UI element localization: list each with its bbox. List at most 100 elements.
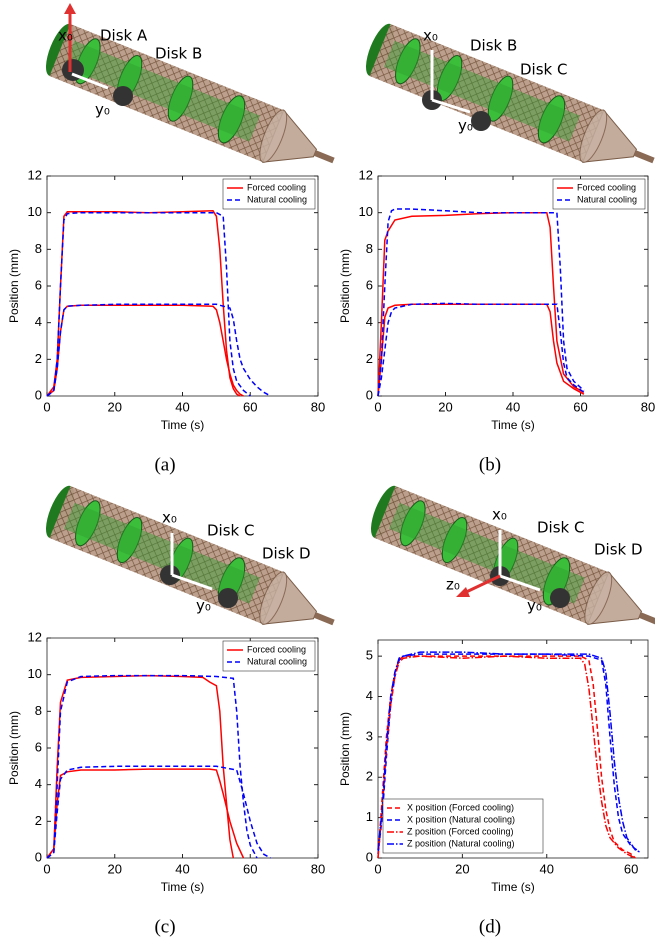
- series-line: [377, 651, 640, 853]
- legend-box: [222, 178, 316, 210]
- x-tick-label: 20: [108, 399, 122, 414]
- annotation: x₀: [423, 27, 438, 45]
- legend: Forced cooling Natural cooling: [222, 178, 316, 210]
- x-tick-label: 0: [374, 399, 381, 414]
- y-tick-label: 4: [35, 314, 42, 329]
- annotation: Disk B: [470, 37, 517, 55]
- x-tick-label: 40: [175, 861, 189, 876]
- chart: 0 20 40 60 80 0 2 4 6 8 10 12 Time (s) Position (mm) F…: [7, 167, 325, 475]
- y-tick-label: 4: [366, 688, 373, 703]
- annotation: z₀: [446, 576, 460, 594]
- legend-label: Forced cooling: [577, 182, 636, 192]
- sensor: [218, 588, 238, 608]
- sensor: [113, 86, 133, 106]
- y-axis-label: Position (mm): [7, 711, 21, 785]
- chart: 0 20 40 60 80 0 2 4 6 8 10 12 Time (s) Position (mm) F…: [338, 167, 655, 475]
- annotation: Disk C: [520, 61, 567, 79]
- device-c: [39, 481, 345, 649]
- annotation: x₀: [492, 506, 507, 524]
- caption: (c): [154, 916, 175, 937]
- y-tick-label: 8: [35, 703, 42, 718]
- x-tick-label: 40: [506, 399, 520, 414]
- series-line: [377, 208, 585, 397]
- legend-box: [552, 178, 646, 210]
- annotation: y₀: [196, 597, 211, 615]
- legend: X position (Forced cooling) X position (N…: [382, 798, 544, 854]
- y-tick-label: 2: [366, 351, 373, 366]
- annotation: x₀: [162, 509, 177, 527]
- y-tick-label: 6: [35, 739, 42, 754]
- y-axis-label: Position (mm): [7, 249, 21, 323]
- x-tick-label: 80: [311, 861, 325, 876]
- chart: 0 20 40 60 80 0 2 4 6 8 10 12 Time (s) Position (mm) F…: [7, 629, 325, 937]
- y-tick-label: 2: [35, 351, 42, 366]
- y-tick-label: 12: [28, 167, 42, 182]
- y-tick-label: 6: [366, 277, 373, 292]
- legend-label: Forced cooling: [247, 182, 306, 192]
- y-tick-label: 10: [359, 204, 373, 219]
- series-line: [46, 211, 251, 397]
- x-tick-label: 80: [311, 399, 325, 414]
- y-tick-label: 4: [366, 314, 373, 329]
- y-tick-label: 0: [35, 387, 42, 402]
- x-tick-label: 40: [540, 861, 554, 876]
- legend-label: Natural cooling: [247, 194, 307, 204]
- x-tick-label: 80: [641, 399, 655, 414]
- series-line: [377, 655, 636, 859]
- caption: (a): [154, 454, 175, 475]
- x-axis-label: Time (s): [491, 418, 535, 432]
- y-tick-label: 3: [366, 728, 373, 743]
- device-d: [364, 481, 655, 649]
- series-line: [46, 304, 244, 397]
- x-tick-label: 20: [438, 399, 452, 414]
- sensor: [471, 111, 491, 131]
- y-tick-label: 4: [35, 776, 42, 791]
- series-line: [46, 674, 258, 859]
- annotation: y₀: [95, 101, 110, 119]
- legend-box: [222, 640, 316, 672]
- arrows: [64, 3, 541, 597]
- sensor: [550, 588, 570, 608]
- legend: Forced cooling Natural cooling: [552, 178, 646, 210]
- annotation: Disk C: [207, 522, 254, 540]
- x-tick-label: 20: [108, 861, 122, 876]
- legend-label: Z position (Forced cooling): [407, 826, 514, 836]
- series-line: [46, 303, 271, 397]
- y-tick-label: 8: [35, 241, 42, 256]
- x-tick-label: 40: [175, 399, 189, 414]
- y-axis-label: Position (mm): [338, 249, 352, 323]
- x-tick-label: 60: [573, 399, 587, 414]
- y-tick-label: 6: [35, 277, 42, 292]
- legend-box: [382, 798, 544, 854]
- series-line: [377, 655, 636, 859]
- x-tick-label: 60: [243, 399, 257, 414]
- chart: 0 20 40 60 0 1 2 3 4 5 Time (s) Position (mm) X posi…: [338, 639, 649, 937]
- annotation: x₀: [58, 27, 73, 45]
- y-tick-label: 8: [366, 241, 373, 256]
- x-tick-label: 60: [624, 861, 638, 876]
- annotation: Disk C: [537, 519, 584, 537]
- legend-label: X position (Natural cooling): [407, 814, 515, 824]
- device-illustrations: [39, 3, 655, 649]
- x-tick-label: 0: [43, 399, 50, 414]
- y-tick-label: 12: [359, 167, 373, 182]
- annotation: Disk A: [100, 27, 148, 45]
- legend: Forced cooling Natural cooling: [222, 640, 316, 672]
- y-tick-label: 10: [28, 204, 42, 219]
- caption: (b): [479, 454, 501, 475]
- legend-label: Natural cooling: [577, 194, 637, 204]
- x-axis-label: Time (s): [491, 880, 535, 894]
- x-tick-label: 20: [455, 861, 469, 876]
- y-tick-label: 2: [35, 813, 42, 828]
- y-tick-label: 2: [366, 769, 373, 784]
- legend-label: Natural cooling: [247, 656, 307, 666]
- annotation: Disk D: [262, 545, 311, 563]
- annotation: y₀: [527, 597, 542, 615]
- x-axis-label: Time (s): [161, 880, 205, 894]
- y-tick-label: 0: [366, 849, 373, 864]
- y-tick-label: 1: [366, 809, 373, 824]
- y-tick-label: 12: [28, 629, 42, 644]
- series-line: [46, 765, 271, 859]
- y-tick-label: 5: [366, 648, 373, 663]
